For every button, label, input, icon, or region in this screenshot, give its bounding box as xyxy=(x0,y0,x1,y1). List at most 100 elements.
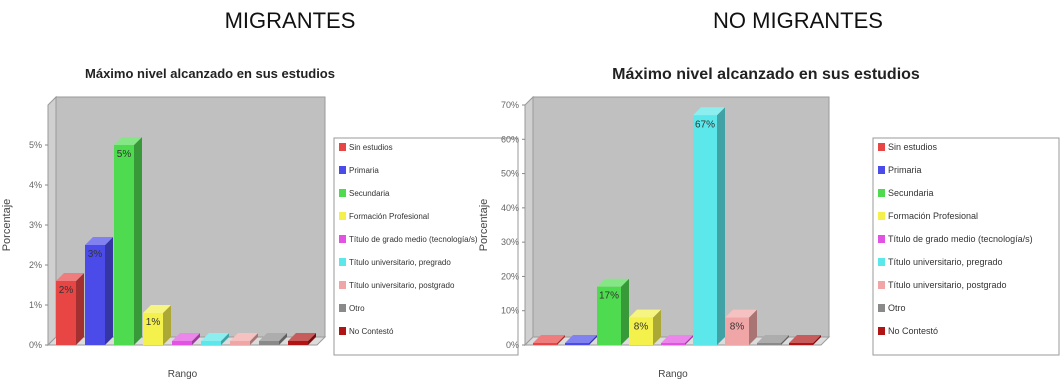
no-migrantes-ytick-3: 30% xyxy=(501,237,519,247)
no-migrantes-bar-side xyxy=(813,335,821,345)
no-migrantes-legend-swatch-titulo-universitario-pregrado xyxy=(878,258,885,266)
no-migrantes-back-wall xyxy=(532,96,830,338)
no-migrantes-bar-titulo-universitario-postgrado xyxy=(725,309,757,345)
no-migrantes-ytick-4: 40% xyxy=(501,203,519,213)
no-migrantes-bar-top xyxy=(661,335,693,343)
no-migrantes-side-wall xyxy=(524,95,534,347)
migrantes-legend-swatch-formacion-profesional xyxy=(339,212,346,220)
no-migrantes-bar-side xyxy=(717,107,725,346)
no-migrantes-bar-top xyxy=(597,278,629,287)
no-migrantes-bar-front xyxy=(661,343,685,345)
no-migrantes-bar-side xyxy=(589,335,597,345)
no-migrantes-legend-swatch-sin-estudios xyxy=(878,143,885,151)
migrantes-bar-side xyxy=(279,333,287,345)
no-migrantes-xlabel: Rango xyxy=(658,369,688,380)
no-migrantes-bar-primaria xyxy=(565,335,597,345)
no-migrantes-bar-top xyxy=(789,335,821,343)
migrantes-bar-top xyxy=(230,333,258,341)
migrantes-bar-side xyxy=(221,333,229,345)
migrantes-side-wall xyxy=(47,95,57,347)
migrantes-bar-front xyxy=(259,341,279,345)
migrantes-xlabel: Rango xyxy=(168,369,198,380)
no-migrantes-title: Máximo nivel alcanzado en sus estudios xyxy=(612,66,920,83)
no-migrantes-bar-top xyxy=(693,107,725,116)
no-migrantes-bar-front xyxy=(757,343,781,345)
no-migrantes-bar-top xyxy=(565,335,597,343)
migrantes-bar-top xyxy=(259,333,287,341)
migrantes-bar-primaria xyxy=(85,237,113,345)
no-migrantes-bar-top xyxy=(629,309,661,318)
no-migrantes-ytick-6: 60% xyxy=(501,134,519,144)
header-no-migrantes: NO MIGRANTES xyxy=(713,8,883,33)
migrantes-legend-no-contesto: No Contestó xyxy=(349,327,394,336)
no-migrantes-data-label-secundaria: 17% xyxy=(599,291,619,302)
no-migrantes-bar-secundaria xyxy=(597,278,629,345)
migrantes-bar-secundaria xyxy=(114,137,142,345)
no-migrantes-bar-sin-estudios xyxy=(533,335,565,345)
no-migrantes-legend-primaria: Primaria xyxy=(888,165,922,175)
header-migrantes: MIGRANTES xyxy=(224,8,356,33)
no-migrantes-bar-top xyxy=(757,335,789,343)
no-migrantes-ytick-7: 70% xyxy=(501,100,519,110)
migrantes-legend-swatch-titulo-universitario-postgrado xyxy=(339,281,346,289)
migrantes-legend-swatch-primaria xyxy=(339,166,346,174)
migrantes-legend-sin-estudios: Sin estudios xyxy=(349,143,393,152)
migrantes-legend-box xyxy=(333,137,519,356)
migrantes-ylabel: Porcentaje xyxy=(1,199,13,252)
no-migrantes-ylabel: Porcentaje xyxy=(478,199,490,252)
no-migrantes-legend-swatch-secundaria xyxy=(878,189,885,197)
migrantes-data-label-secundaria: 5% xyxy=(117,149,132,160)
migrantes-data-label-formacion-profesional: 1% xyxy=(146,317,161,328)
no-migrantes-ytick-1: 10% xyxy=(501,306,519,316)
no-migrantes-legend-titulo-universitario-pregrado: Título universitario, pregrado xyxy=(888,257,1003,267)
migrantes-bar-top xyxy=(114,137,142,145)
no-migrantes-data-label-formacion-profesional: 8% xyxy=(634,322,649,333)
migrantes-ytick-3: 3% xyxy=(29,220,42,230)
migrantes-legend-titulo-de-grado-medio-tecnologia-s: Título de grado medio (tecnología/s) xyxy=(349,235,478,244)
migrantes-title: Máximo nivel alcanzado en sus estudios xyxy=(85,66,335,81)
no-migrantes-bar-formacion-profesional xyxy=(629,309,661,345)
migrantes-legend-secundaria: Secundaria xyxy=(349,189,390,198)
migrantes-bar-top xyxy=(85,237,113,245)
no-migrantes-bar-side xyxy=(621,278,629,345)
chart-panel-migrantes: Máximo nivel alcanzado en sus estudios 0%… xyxy=(0,50,520,387)
no-migrantes-legend-sin-estudios: Sin estudios xyxy=(888,142,938,152)
no-migrantes-legend-swatch-titulo-universitario-postgrado xyxy=(878,281,885,289)
migrantes-data-label-primaria: 3% xyxy=(88,249,103,260)
no-migrantes-bar-titulo-universitario-pregrado xyxy=(693,107,725,346)
no-migrantes-ytick-0: 0% xyxy=(506,340,519,350)
migrantes-legend-swatch-secundaria xyxy=(339,189,346,197)
no-migrantes-bar-side xyxy=(749,309,757,345)
migrantes-bar-side xyxy=(76,273,84,345)
migrantes-bar-side xyxy=(105,237,113,345)
migrantes-bar-top xyxy=(143,305,171,313)
no-migrantes-legend-titulo-universitario-postgrado: Título universitario, postgrado xyxy=(888,280,1007,290)
migrantes-legend-swatch-no-contesto xyxy=(339,327,346,335)
migrantes-bar-side xyxy=(192,333,200,345)
no-migrantes-bar-front xyxy=(565,343,589,345)
migrantes-bar-front xyxy=(143,313,163,345)
no-migrantes-data-label-titulo-universitario-postgrado: 8% xyxy=(730,322,745,333)
chart-migrantes: Máximo nivel alcanzado en sus estudios 0%… xyxy=(1,66,519,380)
migrantes-bar-side xyxy=(308,333,316,345)
migrantes-bar-front xyxy=(56,281,76,345)
migrantes-bar-front xyxy=(201,341,221,345)
no-migrantes-bar-front xyxy=(629,317,653,345)
chart-panel-no-migrantes: Máximo nivel alcanzado en sus estudios 0%… xyxy=(470,50,1061,387)
migrantes-legend-otro: Otro xyxy=(349,304,365,313)
no-migrantes-legend-swatch-formacion-profesional xyxy=(878,212,885,220)
migrantes-ytick-2: 2% xyxy=(29,260,42,270)
no-migrantes-legend-swatch-no-contesto xyxy=(878,327,885,335)
migrantes-bar-top xyxy=(201,333,229,341)
no-migrantes-bar-no-contesto xyxy=(789,335,821,345)
migrantes-legend-swatch-titulo-de-grado-medio-tecnologia-s xyxy=(339,235,346,243)
no-migrantes-bar-top xyxy=(533,335,565,343)
no-migrantes-data-label-titulo-universitario-pregrado: 67% xyxy=(695,119,715,130)
migrantes-ytick-0: 0% xyxy=(29,340,42,350)
no-migrantes-ytick-5: 50% xyxy=(501,169,519,179)
migrantes-bar-top xyxy=(56,273,84,281)
migrantes-ytick-5: 5% xyxy=(29,140,42,150)
no-migrantes-legend-secundaria: Secundaria xyxy=(888,188,934,198)
no-migrantes-ytick-2: 20% xyxy=(501,271,519,281)
migrantes-bar-front xyxy=(230,341,250,345)
